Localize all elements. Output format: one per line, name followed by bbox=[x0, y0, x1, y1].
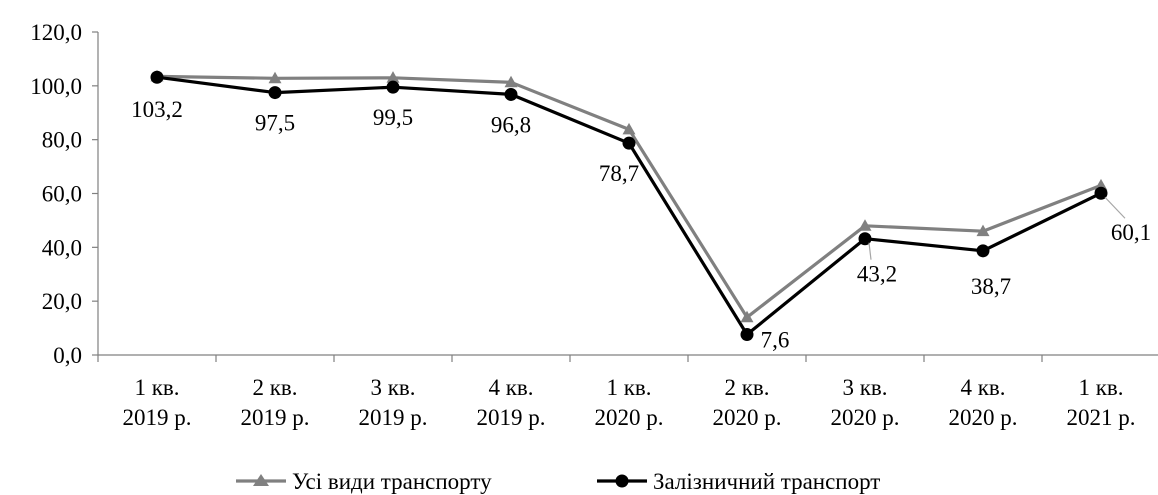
x-tick-label: 4 кв. 2020 р. bbox=[949, 375, 1018, 430]
circle-marker bbox=[268, 86, 282, 100]
series-lines bbox=[156, 74, 1102, 337]
data-label: 103,2 bbox=[131, 97, 183, 122]
y-tick-label: 60,0 bbox=[42, 182, 82, 207]
circle-marker bbox=[386, 80, 400, 94]
legend-triangle-marker bbox=[253, 474, 269, 486]
y-tick-label: 100,0 bbox=[30, 74, 82, 99]
series-line-0 bbox=[156, 74, 1102, 319]
circle-marker bbox=[858, 232, 872, 246]
legend-item-1: Залізничний транспорт bbox=[597, 469, 880, 494]
x-tick-label: 1 кв. 2019 р. bbox=[123, 375, 192, 430]
data-label-leader bbox=[868, 242, 872, 260]
x-tick-label: 1 кв. 2020 р. bbox=[595, 375, 664, 430]
triangle-marker bbox=[858, 219, 872, 231]
y-tick-label: 80,0 bbox=[42, 128, 82, 153]
x-tick-label: 2 кв. 2020 р. bbox=[713, 375, 782, 430]
chart-axes bbox=[97, 32, 1158, 356]
data-label: 96,8 bbox=[491, 112, 531, 137]
data-label: 99,5 bbox=[373, 105, 413, 130]
y-tick-label: 120,0 bbox=[30, 20, 82, 45]
circle-marker bbox=[504, 87, 518, 101]
data-label: 78,7 bbox=[599, 161, 639, 186]
y-tick-label: 0,0 bbox=[53, 343, 82, 368]
triangle-marker bbox=[976, 224, 990, 237]
triangle-marker bbox=[1094, 178, 1108, 191]
x-tick-label: 2 кв. 2019 р. bbox=[241, 375, 310, 430]
circle-marker bbox=[150, 70, 164, 84]
legend-label: Залізничний транспорт bbox=[653, 469, 880, 494]
x-tick-label: 4 кв. 2019 р. bbox=[477, 375, 546, 430]
data-label: 38,7 bbox=[971, 274, 1011, 299]
triangle-marker bbox=[740, 310, 754, 323]
data-label-leader bbox=[1104, 196, 1126, 219]
data-label: 60,1 bbox=[1111, 220, 1151, 245]
x-tick-label: 3 кв. 2019 р. bbox=[359, 375, 428, 430]
data-label: 7,6 bbox=[761, 328, 790, 353]
y-tick-label: 20,0 bbox=[42, 289, 82, 314]
triangle-marker bbox=[386, 71, 400, 83]
series-markers bbox=[150, 69, 1108, 342]
y-tick-label: 40,0 bbox=[42, 235, 82, 260]
chart-legend: Усі види транспорту Залізничний транспорт bbox=[236, 469, 880, 494]
legend-label: Усі види транспорту bbox=[292, 469, 492, 494]
data-label: 43,2 bbox=[857, 262, 897, 287]
triangle-marker bbox=[622, 122, 636, 135]
legend-item-0: Усі види транспорту bbox=[236, 469, 492, 494]
circle-marker bbox=[622, 136, 636, 150]
y-axis-ticks: 0,0 20,0 40,0 60,0 80,0 100,0 120,0 bbox=[30, 20, 98, 368]
data-labels: 103,2 97,5 99,5 96,8 78,7 7,6 43,2 38,7 60,1 bbox=[131, 97, 1151, 352]
data-label: 97,5 bbox=[255, 111, 295, 136]
circle-marker bbox=[976, 244, 990, 258]
series-line-1 bbox=[156, 75, 1102, 337]
legend-circle-marker bbox=[615, 474, 629, 488]
triangle-marker bbox=[268, 71, 282, 84]
triangle-marker bbox=[504, 75, 518, 88]
x-tick-label: 1 кв. 2021 р. bbox=[1067, 375, 1136, 430]
circle-marker bbox=[1094, 186, 1108, 200]
x-tick-label: 3 кв. 2020 р. bbox=[831, 375, 900, 430]
circle-marker bbox=[740, 328, 754, 342]
x-axis-ticks: 1 кв. 2019 р. 2 кв. 2019 р. 3 кв. 2019 р. 4 кв… bbox=[97, 355, 1136, 430]
